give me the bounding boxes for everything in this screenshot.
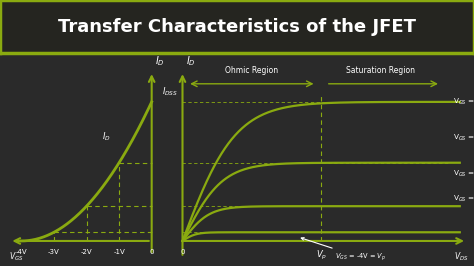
Text: V$_{GS}$ = -3V: V$_{GS}$ = -3V: [453, 194, 474, 204]
Text: V$_{GS}$ = 0: V$_{GS}$ = 0: [453, 97, 474, 107]
Text: $I_D$: $I_D$: [186, 55, 196, 69]
Text: $I_D$: $I_D$: [155, 55, 165, 69]
Text: Transfer Characteristics of the JFET: Transfer Characteristics of the JFET: [58, 18, 416, 36]
Text: $V_{GS}$ = -4V = $V_p$: $V_{GS}$ = -4V = $V_p$: [301, 238, 386, 263]
Text: -3V: -3V: [48, 249, 60, 255]
Text: V$_{GS}$ = -1V: V$_{GS}$ = -1V: [453, 133, 474, 143]
Text: 0: 0: [180, 249, 185, 255]
Text: Saturation Region: Saturation Region: [346, 66, 416, 76]
Text: -2V: -2V: [81, 249, 92, 255]
Text: Ohmic Region: Ohmic Region: [225, 66, 278, 76]
Text: $I_D$: $I_D$: [102, 130, 110, 143]
Text: $I_{DSS}$: $I_{DSS}$: [162, 85, 178, 98]
Text: -4V: -4V: [16, 249, 27, 255]
Text: 0: 0: [149, 249, 154, 255]
Text: $V_{DS}$: $V_{DS}$: [454, 251, 468, 263]
Text: -1V: -1V: [113, 249, 125, 255]
Text: $V_p$: $V_p$: [316, 249, 327, 263]
Text: V$_{GS}$ = -2V: V$_{GS}$ = -2V: [453, 169, 474, 179]
Text: $V_{GS}$: $V_{GS}$: [9, 251, 24, 263]
